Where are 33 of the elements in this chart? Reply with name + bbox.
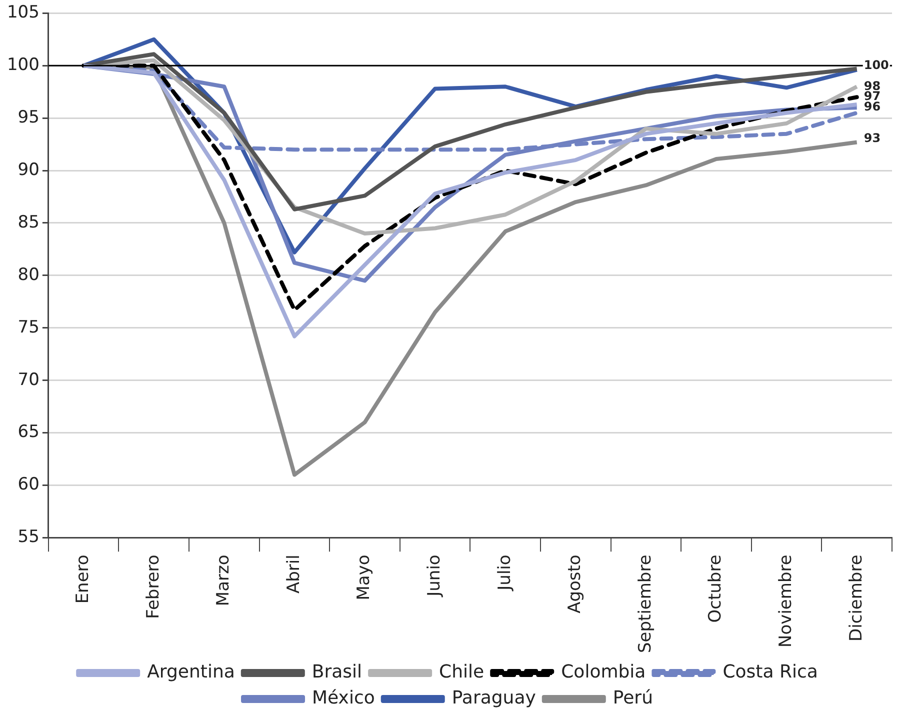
y-tick-label: 75 xyxy=(18,317,40,338)
y-tick-label: 90 xyxy=(18,160,40,180)
legend-label: Brasil xyxy=(312,662,362,683)
y-tick-label: 65 xyxy=(18,422,40,442)
x-tick-label: Diciembre xyxy=(846,554,866,642)
x-tick-label: Julio xyxy=(494,554,515,592)
annotation: 100 xyxy=(864,58,889,72)
legend-label: Chile xyxy=(439,662,484,683)
x-tick-label: Agosto xyxy=(565,554,586,614)
y-tick-label: 70 xyxy=(18,370,40,390)
x-tick-label: Noviembre xyxy=(776,554,796,648)
x-tick-label: Enero xyxy=(73,554,94,604)
legend-label: Paraguay xyxy=(452,688,536,709)
x-tick-label: Junio xyxy=(424,554,444,598)
y-tick-label: 100 xyxy=(6,55,40,76)
y-tick-label: 95 xyxy=(18,108,40,128)
x-tick-label: Octubre xyxy=(706,554,726,623)
y-tick-label: 85 xyxy=(18,212,40,232)
y-tick-label: 55 xyxy=(18,527,40,548)
legend-label: México xyxy=(312,688,375,709)
legend-label: Argentina xyxy=(147,662,235,683)
x-tick-label: Febrero xyxy=(143,554,164,619)
annotation: 93 xyxy=(864,131,881,146)
x-tick-label: Mayo xyxy=(354,554,374,600)
legend-label: Perú xyxy=(612,688,653,709)
y-tick-label: 80 xyxy=(18,264,40,285)
y-tick-label: 105 xyxy=(6,2,40,23)
y-tick-label: 60 xyxy=(18,474,40,495)
x-tick-label: Abril xyxy=(284,554,304,594)
legend-label: Costa Rica xyxy=(722,662,818,683)
x-tick-label: Marzo xyxy=(214,554,234,606)
x-tick-label: Septiembre xyxy=(635,554,656,654)
legend-label: Colombia xyxy=(561,662,646,683)
